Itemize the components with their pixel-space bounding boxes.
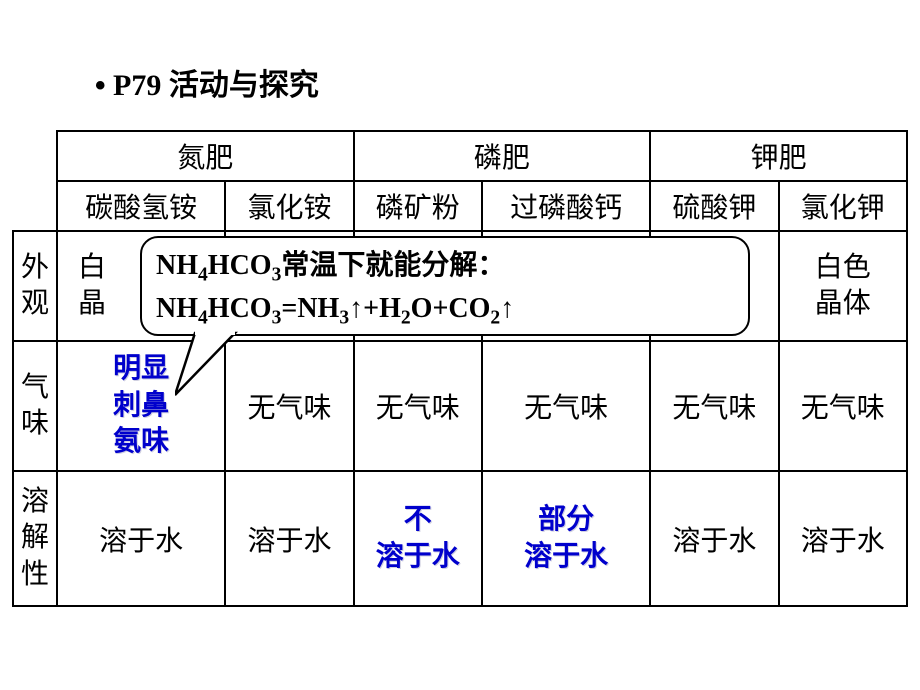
smell-k1: 无气味 [650,341,778,471]
sub-k2: 氯化钾 [779,181,907,231]
smell-p1: 无气味 [354,341,482,471]
sol-k2: 溶于水 [779,471,907,606]
speech-callout: NH4HCO3常温下就能分解： NH4HCO3=NH3↑+H2O+CO2↑ [140,236,750,336]
rowhead-appearance: 外 观 [13,231,57,341]
sub-k1: 硫酸钾 [650,181,778,231]
bullet-icon: • [95,69,106,102]
corner-cell [13,131,57,231]
cat-p: 磷肥 [354,131,651,181]
rowhead-solubility: 溶 解 性 [13,471,57,606]
page-heading: • P79 活动与探究 [95,60,319,104]
sol-n2: 溶于水 [225,471,353,606]
heading-text: P79 活动与探究 [113,69,319,102]
sub-p2: 过磷酸钙 [482,181,650,231]
rowhead-smell: 气 味 [13,341,57,471]
sub-p1: 磷矿粉 [354,181,482,231]
sol-p1: 不 溶于水 [354,471,482,606]
sub-n2: 氯化铵 [225,181,353,231]
smell-p2: 无气味 [482,341,650,471]
smell-k2: 无气味 [779,341,907,471]
cat-k: 钾肥 [650,131,907,181]
sol-n1: 溶于水 [57,471,225,606]
sol-p2: 部分 溶于水 [482,471,650,606]
cat-n: 氮肥 [57,131,354,181]
app-k2: 白色 晶体 [779,231,907,341]
fertilizer-table: 氮肥 磷肥 钾肥 碳酸氢铵 氯化铵 磷矿粉 过磷酸钙 硫酸钾 氯化钾 外 观 白… [12,130,908,607]
sub-n1: 碳酸氢铵 [57,181,225,231]
sol-k1: 溶于水 [650,471,778,606]
